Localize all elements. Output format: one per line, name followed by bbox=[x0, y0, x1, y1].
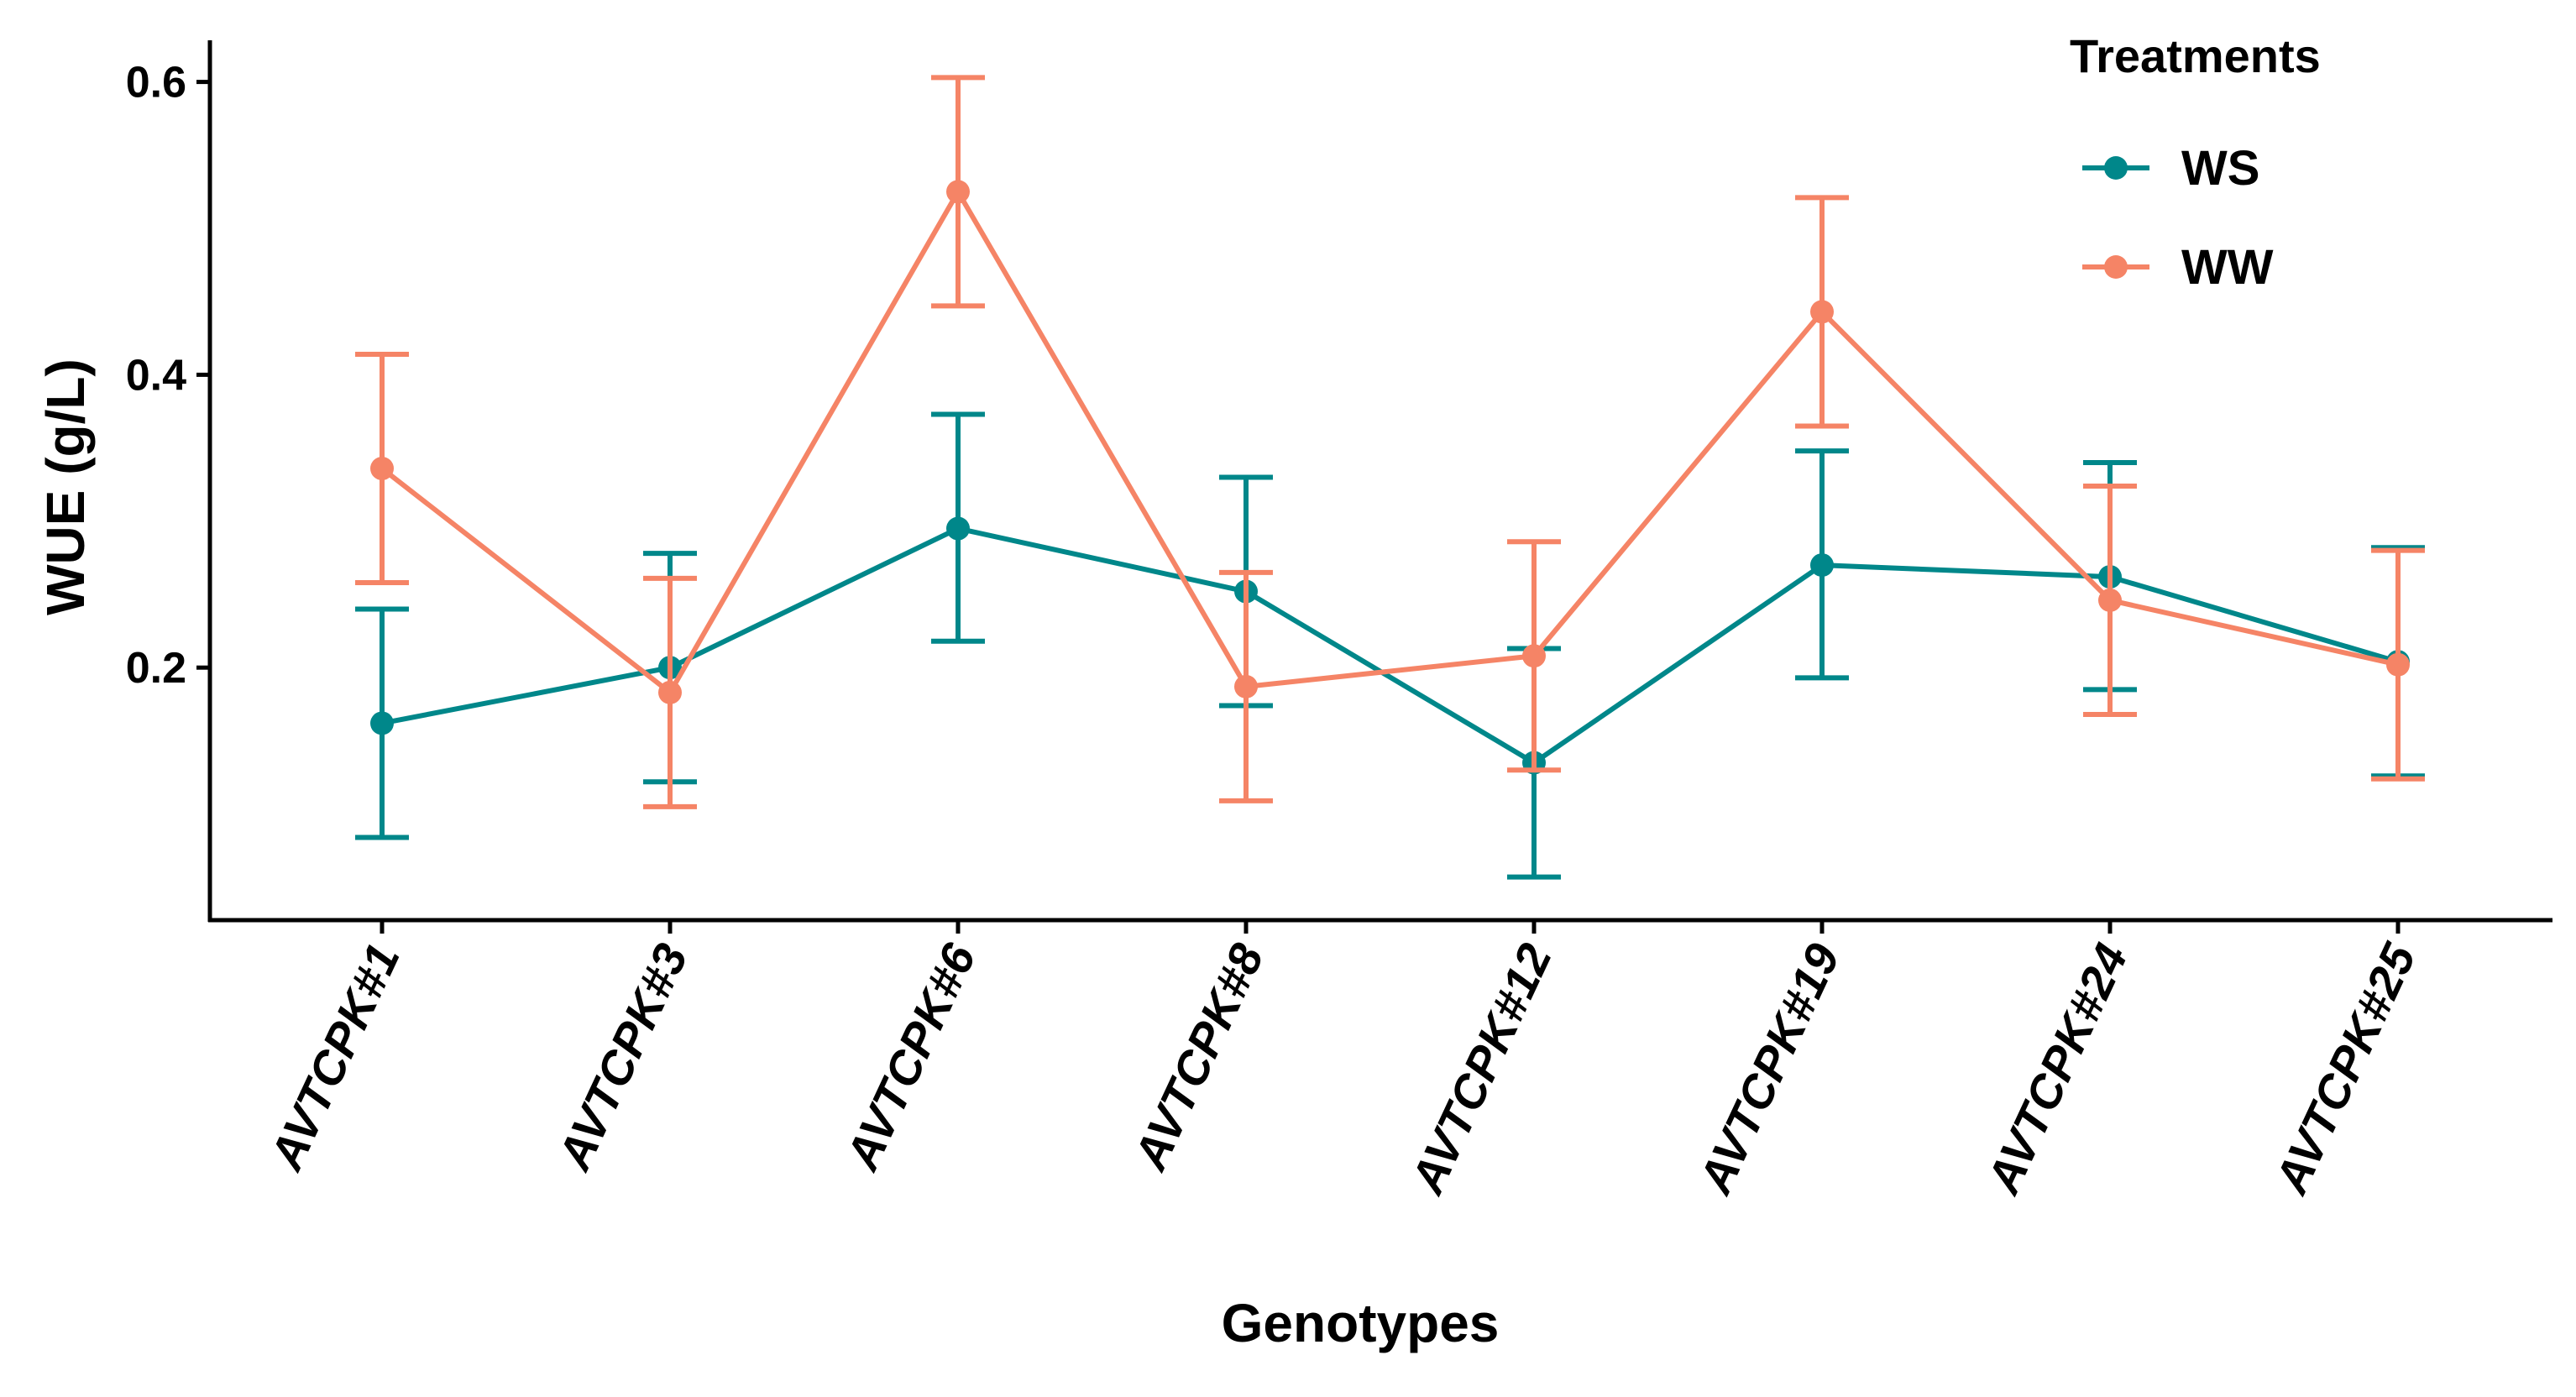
x-tick-label: AVTCPK#12 bbox=[1400, 935, 1562, 1202]
data-point bbox=[1522, 644, 1546, 668]
y-tick-label: 0.2 bbox=[126, 644, 186, 693]
data-point bbox=[2386, 652, 2410, 677]
data-point bbox=[1810, 300, 1834, 324]
data-point bbox=[658, 680, 682, 704]
x-tick-label: AVTCPK#1 bbox=[259, 935, 410, 1179]
x-tick-label: AVTCPK#25 bbox=[2264, 935, 2426, 1203]
data-point bbox=[1234, 674, 1258, 698]
series-layer bbox=[355, 75, 2425, 880]
data-point bbox=[370, 711, 394, 735]
x-ticks: AVTCPK#1 AVTCPK#3 AVTCPK#6 AVTCPK#8 AVTCPK#1… bbox=[259, 920, 2426, 1202]
series-line bbox=[381, 526, 2399, 766]
legend-ww-label: WW bbox=[2181, 240, 2274, 295]
series-ws bbox=[355, 411, 2425, 880]
legend-item-ww: WW bbox=[2082, 240, 2274, 295]
x-tick-label: AVTCPK#8 bbox=[1123, 935, 1274, 1180]
y-axis-title: WUE (g/L) bbox=[35, 358, 96, 615]
data-point bbox=[2098, 588, 2122, 612]
legend-ws-marker bbox=[2104, 156, 2128, 180]
y-tick-label: 0.6 bbox=[126, 59, 186, 107]
x-tick-label: AVTCPK#24 bbox=[1976, 935, 2138, 1202]
x-axis-title: Genotypes bbox=[1222, 1293, 1500, 1353]
legend-ww-marker bbox=[2104, 255, 2128, 279]
legend-title: Treatments bbox=[2070, 29, 2321, 82]
legend-item-ws: WS bbox=[2082, 141, 2259, 196]
series-line bbox=[380, 189, 2399, 695]
legend-ws-label: WS bbox=[2181, 141, 2259, 196]
data-point bbox=[946, 180, 970, 204]
series-ww bbox=[355, 75, 2425, 809]
data-point bbox=[1810, 553, 1834, 578]
y-ticks: 0.2 0.4 0.6 bbox=[126, 59, 210, 693]
x-tick-label: AVTCPK#3 bbox=[547, 935, 698, 1179]
data-point bbox=[370, 457, 394, 481]
y-tick-label: 0.4 bbox=[126, 351, 186, 400]
x-tick-label: AVTCPK#19 bbox=[1688, 935, 1850, 1202]
data-point bbox=[946, 516, 970, 541]
axes bbox=[207, 40, 2552, 923]
x-tick-label: AVTCPK#6 bbox=[835, 935, 986, 1180]
legend: Treatments WS WW bbox=[2070, 29, 2321, 295]
